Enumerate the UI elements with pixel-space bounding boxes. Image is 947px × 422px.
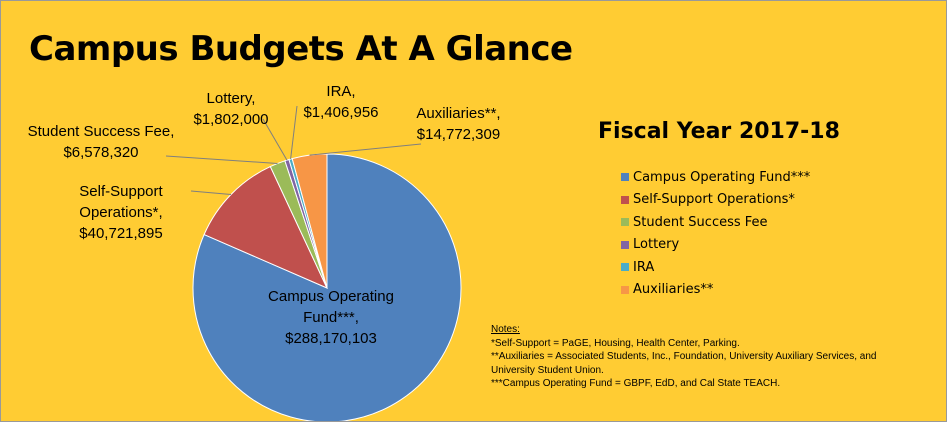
legend-swatch xyxy=(621,263,629,272)
data-label-student-success-fee: Student Success Fee, $6,578,320 xyxy=(27,123,175,161)
legend-item: Campus Operating Fund*** xyxy=(621,166,810,189)
legend-item: Auxiliaries** xyxy=(621,279,810,302)
leader-line xyxy=(262,118,288,161)
legend-label: Lottery xyxy=(633,237,680,253)
legend-swatch xyxy=(621,240,629,249)
data-label-auxiliaries: Auxiliaries**, $14,772,309 xyxy=(416,105,501,143)
leader-line xyxy=(190,190,232,195)
leader-line xyxy=(165,155,278,164)
chart-title: Campus Budgets At A Glance xyxy=(29,29,573,69)
legend-item: Lottery xyxy=(621,234,810,257)
leader-line xyxy=(290,105,298,160)
legend-swatch xyxy=(621,195,629,204)
legend-label: Student Success Fee xyxy=(633,214,768,230)
legend-swatch xyxy=(621,173,629,182)
data-label-ira: IRA, $1,406,956 xyxy=(303,83,379,121)
legend-label: IRA xyxy=(633,259,655,275)
legend-swatch xyxy=(621,285,629,294)
legend-item: Self-Support Operations* xyxy=(621,189,810,212)
legend-item: Student Success Fee xyxy=(621,211,810,234)
legend: Campus Operating Fund*** Self-Support Ope… xyxy=(621,166,810,301)
leader-line xyxy=(309,143,422,156)
note-line: ***Campus Operating Fund = GBPF, EdD, an… xyxy=(491,378,781,389)
legend-label: Auxiliaries** xyxy=(633,282,714,298)
legend-swatch xyxy=(621,218,629,227)
note-line: **Auxiliaries = Associated Students, Inc… xyxy=(491,351,877,362)
pie-slice-self-support-operations xyxy=(203,165,329,289)
notes: Notes: *Self-Support = PaGE, Housing, He… xyxy=(491,323,876,391)
legend-label: Self-Support Operations* xyxy=(633,192,795,208)
legend-item: IRA xyxy=(621,256,810,279)
data-label-self-support: Self-Support Operations*, $40,721,895 xyxy=(79,183,163,242)
legend-label: Campus Operating Fund*** xyxy=(633,169,811,185)
pie-slice-auxiliaries xyxy=(291,153,328,289)
data-label-campus-operating-fund: Campus Operating Fund***, $288,170,103 xyxy=(268,288,394,347)
chart-subtitle: Fiscal Year 2017-18 xyxy=(598,119,840,144)
notes-heading: Notes: xyxy=(491,324,520,335)
note-line: University Student Union. xyxy=(491,364,604,376)
data-label-lottery: Lottery, $1,802,000 xyxy=(193,90,269,128)
note-line: *Self-Support = PaGE, Housing, Health Ce… xyxy=(491,337,740,349)
